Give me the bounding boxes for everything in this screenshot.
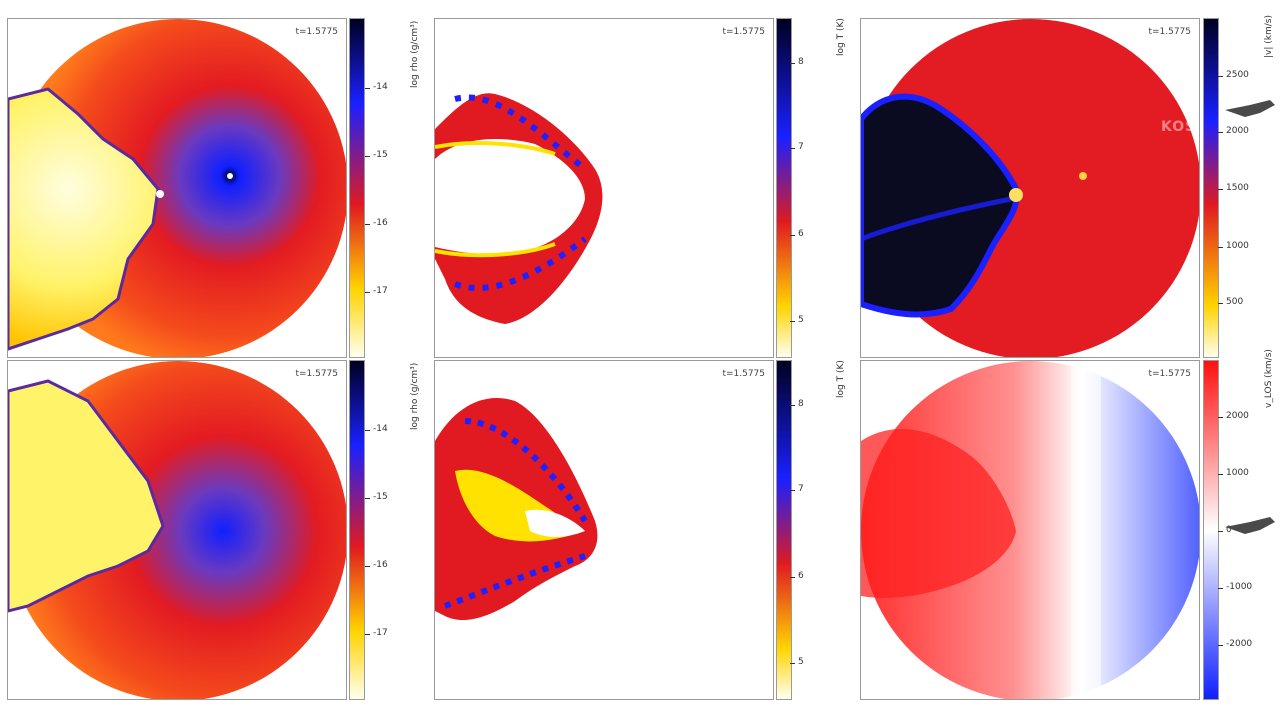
cb-tick: -2000 [1217,639,1253,649]
cb-tick: -16 [365,560,388,570]
velocity-panel-top: t=1.5775 KOSM [860,18,1200,358]
temperature-map-top [435,93,603,324]
cb-tick: 6 [790,229,804,239]
cb-tick: -17 [365,628,388,638]
cb-tick: 2000 [1218,411,1249,421]
time-label: t=1.5775 [1148,369,1191,379]
cb-tick: -17 [365,286,388,296]
density-map-top [8,19,346,357]
colorbar-label: v_LOS (km/s) [1264,349,1274,408]
velocity-map-top [861,19,1199,357]
temperature-panel-bottom: t=1.5775 [434,360,774,700]
colorbar-label: |v| (km/s) [1264,15,1274,58]
cb-tick: 0 [1218,525,1232,535]
cb-tick: -14 [365,424,388,434]
velocity-map-bottom [861,361,1199,699]
cb-tick: 1000 [1218,241,1249,251]
colorbar-label: log T (K) [836,18,846,56]
time-label: t=1.5775 [1148,27,1191,37]
velocity-panel-bottom: t=1.5775 [860,360,1200,700]
time-label: t=1.5775 [722,369,765,379]
colorbar-label: log rho (g/cm³) [410,20,420,88]
density-panel-bottom: t=1.5775 [7,360,347,700]
cb-tick: 6 [790,571,804,581]
cb-tick: 5 [790,315,804,325]
time-label: t=1.5775 [295,27,338,37]
cb-tick: 8 [790,399,804,409]
cb-tick: 1500 [1218,183,1249,193]
temperature-colorbar-bottom [776,360,792,700]
cb-tick: 2000 [1218,126,1249,136]
cb-tick: 500 [1217,297,1244,307]
watermark-logo: KOSM [1161,119,1199,135]
time-label: t=1.5775 [722,27,765,37]
cb-tick: 8 [790,57,804,67]
density-colorbar-bottom [349,360,365,700]
cb-tick: -14 [365,82,388,92]
colorbar-label: log rho (g/cm³) [410,362,420,430]
cb-tick: 7 [790,142,804,152]
cb-tick: 5 [790,657,804,667]
cb-tick: -15 [365,150,388,160]
cb-tick: 7 [790,484,804,494]
density-colorbar-top [349,18,365,358]
cb-tick: -1000 [1217,582,1253,592]
bird-icon [1225,100,1275,117]
colorbar-label: log T (K) [836,360,846,398]
velocity-colorbar-top [1203,18,1219,358]
velocity-colorbar-bottom [1203,360,1219,700]
density-panel-top: t=1.5775 [7,18,347,358]
time-label: t=1.5775 [295,369,338,379]
cb-tick: 1000 [1218,468,1249,478]
cb-tick: 2500 [1218,70,1249,80]
cb-tick: -15 [365,492,388,502]
bird-icon [1225,517,1275,534]
cb-tick: -16 [365,218,388,228]
density-map-bottom [8,361,346,699]
temperature-colorbar-top [776,18,792,358]
temperature-map-bottom [435,397,598,621]
temperature-panel-top: t=1.5775 [434,18,774,358]
